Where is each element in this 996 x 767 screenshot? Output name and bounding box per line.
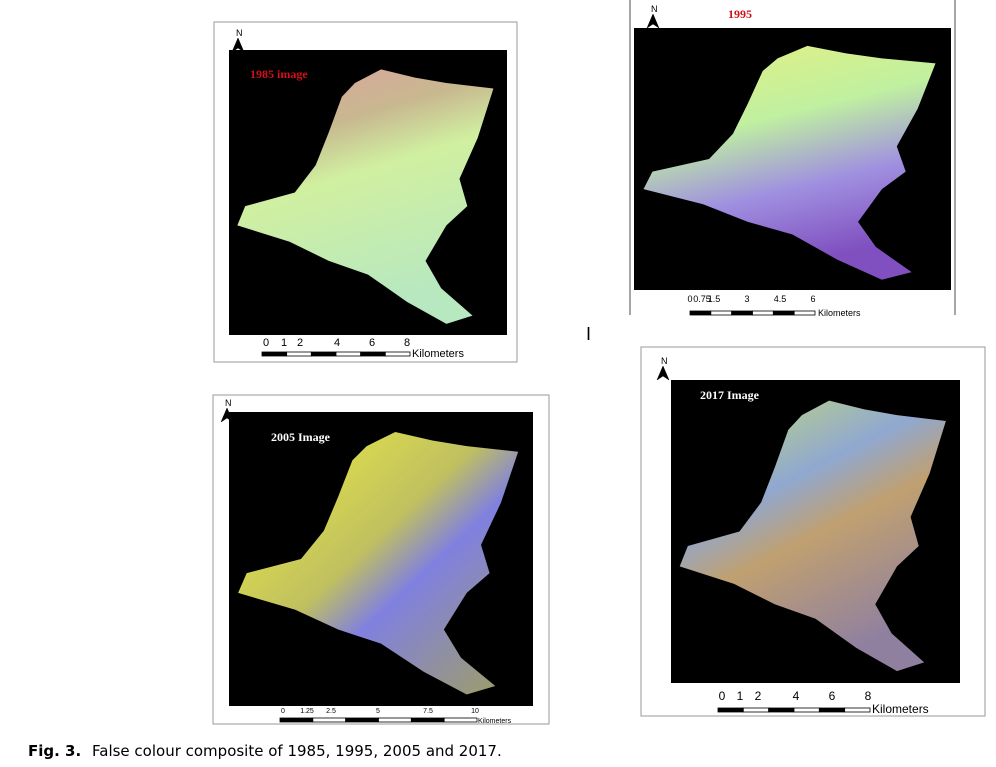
scale-segment [384,351,411,357]
north-arrow [656,365,670,381]
map-panel: 2005 Image N 0 1.25 2.5 5 7.5 10 Kilometers [212,394,550,725]
scale-label: 1.5 [708,294,721,304]
scale-segment [772,310,795,316]
scale-label: 0 [719,689,726,703]
scale-label: 1 [737,689,744,703]
north-arrow [220,407,234,423]
scale-label: 4.5 [774,294,787,304]
scale-unit: Kilometers [872,702,929,716]
scale-segment [818,707,846,713]
scale-label: 1 [281,337,287,349]
scale-segment [410,717,445,723]
scale-segment [710,310,733,316]
scale-label: 0 [263,337,269,349]
caption-text: False colour composite of 1985, 1995, 20… [92,742,502,760]
scale-segment [689,310,712,316]
scale-segment [717,707,744,713]
scale-segment [378,717,412,723]
stray-mark: I [586,324,591,344]
scale-segment [345,717,379,723]
scale-segment [286,351,312,357]
scale-segment [742,707,770,713]
scale-segment [844,707,871,713]
north-arrow [231,37,245,53]
scale-segment [443,717,478,723]
image-label: 1985 image [250,67,308,81]
north-label: N [236,28,243,38]
north-label: N [651,4,658,14]
image-label: 2017 Image [700,388,760,402]
scale-segment [793,310,816,316]
north-arrow [646,13,660,29]
scale-segment [261,351,288,357]
image-label: 1995 [728,7,752,21]
scale-label: 3 [744,294,749,304]
scale-segment [768,707,795,713]
scale-segment [731,310,753,316]
image-label: 2005 Image [271,430,331,444]
scale-label: 4 [793,689,800,703]
scale-unit: Kilometers [818,308,861,318]
scale-label: 8 [865,689,872,703]
scale-label: 2 [755,689,762,703]
scale-segment [312,717,347,723]
scale-label: 2.5 [326,708,336,715]
scale-label: 0.75 [693,294,711,304]
scale-segment [360,351,386,357]
scale-label: 4 [334,337,340,349]
north-label: N [661,356,668,366]
scale-label: 6 [810,294,815,304]
north-label: N [225,398,232,408]
scale-segment [793,707,820,713]
scale-label: 5 [376,708,380,715]
scale-unit: Kilometers [478,718,512,725]
scale-label: 10 [471,708,479,715]
scale-label: 0 [687,294,692,304]
scale-label: 6 [829,689,836,703]
scale-label: 7.5 [423,708,433,715]
scale-label: 1.25 [300,708,314,715]
scale-label: 0 [281,708,285,715]
scale-label: 2 [297,337,303,349]
scale-unit: Kilometers [412,348,464,360]
scale-segment [752,310,774,316]
caption-label: Fig. 3. [28,742,81,760]
scale-segment [335,351,362,357]
scale-segment [310,351,337,357]
scale-label: 8 [404,337,410,349]
scale-segment [279,717,314,723]
scale-label: 6 [369,337,375,349]
